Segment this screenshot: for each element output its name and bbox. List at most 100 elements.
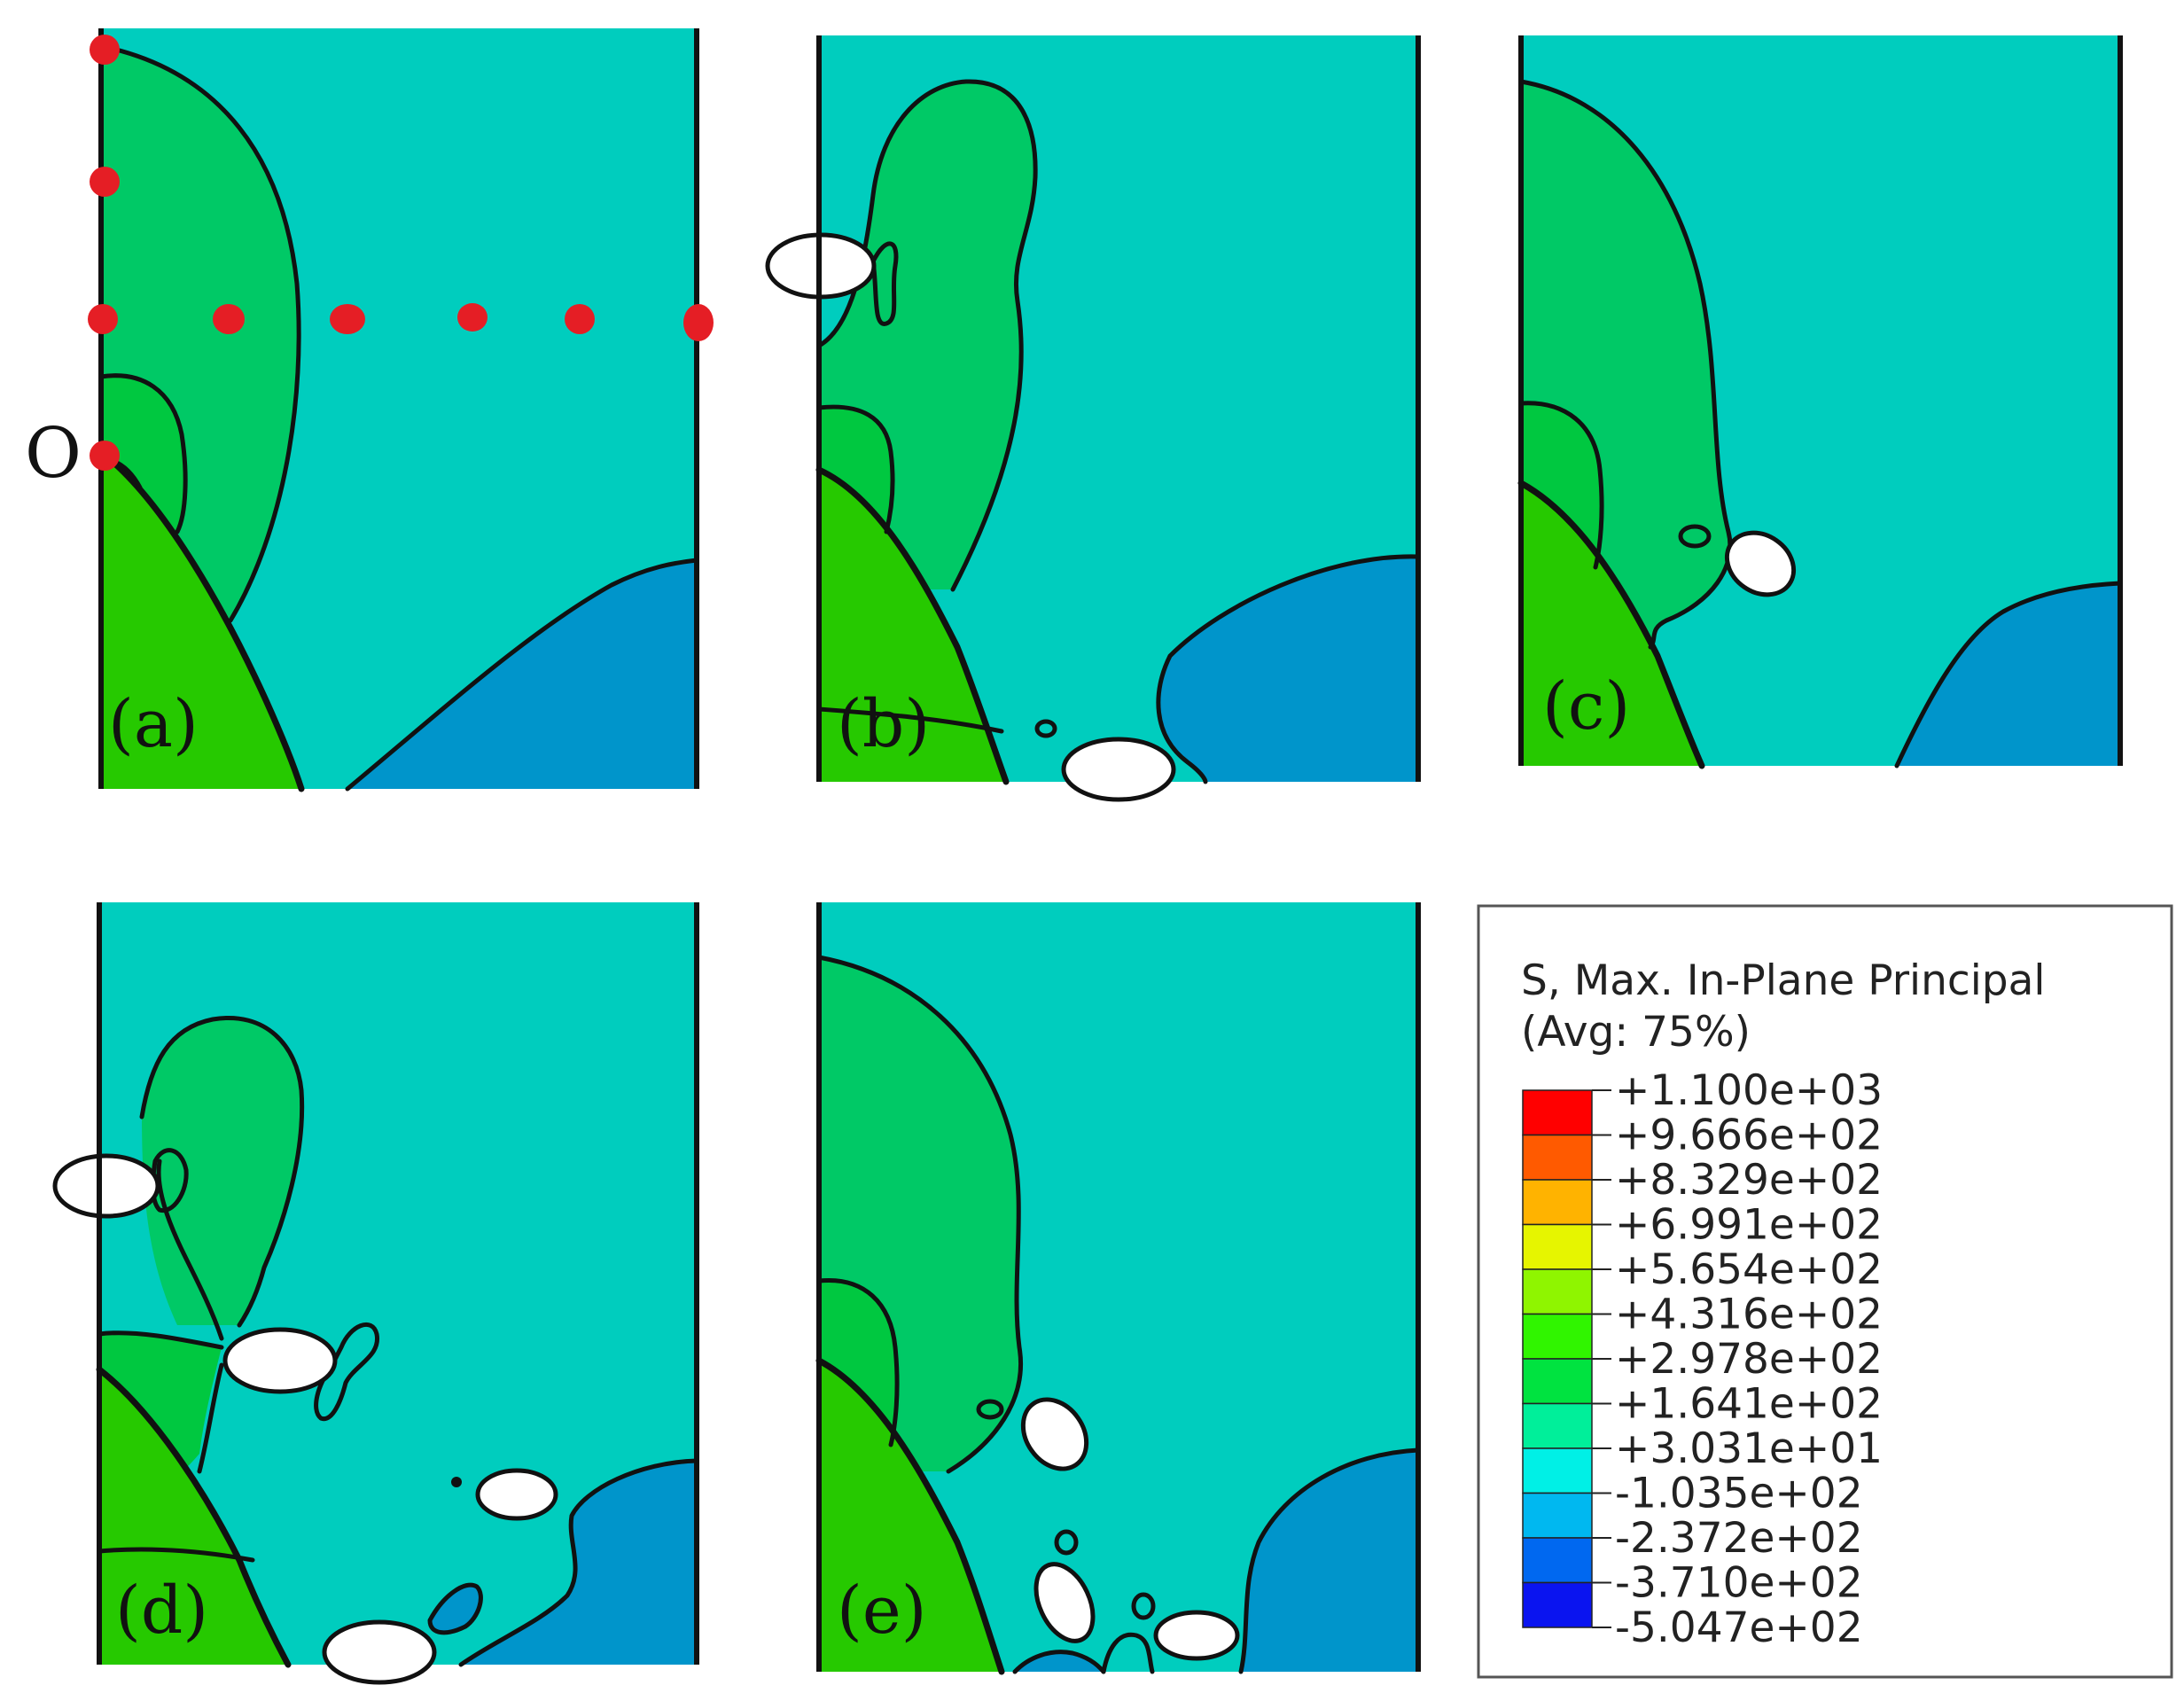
panel-e-void-b <box>1034 1562 1096 1643</box>
legend-band <box>1522 1179 1593 1226</box>
sample-point <box>565 304 595 334</box>
panel-e-contour-blue <box>1238 1447 1421 1674</box>
legend-value-label: -2.372e+02 <box>1615 1514 1863 1563</box>
legend-band <box>1522 1313 1593 1360</box>
legend-value-label: +1.100e+03 <box>1615 1066 1883 1115</box>
panel-e-small-island-b <box>1054 1529 1079 1556</box>
legend-band <box>1522 1402 1593 1449</box>
panel-a-contour-blue <box>345 558 699 792</box>
panel-a-bright-green-region <box>101 452 301 789</box>
legend-value-labels: +1.100e+03+9.666e+02+8.329e+02+6.991e+02… <box>1592 1066 1883 1652</box>
legend: S, Max. In-Plane Principal (Avg: 75%) +1… <box>1477 904 2173 1679</box>
panel-b-blue-region <box>1158 556 1418 782</box>
panel-e-bright-green-region <box>819 1361 1002 1672</box>
panel-d: (d) <box>52 902 699 1685</box>
legend-value-label: -5.047e+02 <box>1615 1603 1863 1652</box>
panel-label-a: (a) <box>108 686 199 762</box>
panel-b-small-island <box>1034 719 1057 738</box>
panel-d-blue-blob <box>430 1585 481 1633</box>
panel-d-contour-side-lobe <box>314 1322 379 1422</box>
legend-band <box>1522 1537 1593 1584</box>
panel-e-blue-region <box>1241 1450 1418 1672</box>
panel-d-contour-arc <box>96 1366 292 1668</box>
legend-value-label: -3.710e+02 <box>1615 1559 1863 1608</box>
panel-e-void-a <box>1020 1397 1089 1471</box>
sample-point <box>683 304 714 341</box>
legend-band <box>1522 1492 1593 1539</box>
panel-d-contour-blob <box>427 1582 483 1635</box>
legend-value-label: +6.991e+02 <box>1615 1201 1883 1250</box>
panel-e-contour-inner <box>816 1277 900 1447</box>
sample-point <box>88 304 118 334</box>
legend-box <box>1477 904 2173 1679</box>
panel-c-contour-blue <box>1894 581 2123 768</box>
panel-b-contour-hole-lobe <box>870 241 899 326</box>
panel-c-small-island <box>1678 524 1712 549</box>
panel-d-contour-inner-b <box>97 1330 224 1350</box>
panel-c-blue-region <box>1897 583 2120 766</box>
panel-e-contour-bottom <box>1012 1650 1106 1674</box>
legend-value-label: +9.666e+02 <box>1615 1112 1883 1160</box>
panel-d-speck <box>451 1477 462 1487</box>
legend-value-label: +4.316e+02 <box>1615 1291 1883 1339</box>
panel-label-e: (e) <box>837 1572 927 1649</box>
legend-value-label: -1.035e+02 <box>1615 1470 1863 1518</box>
panel-e-contour-outer <box>816 955 1023 1474</box>
origin-label: O <box>25 414 82 494</box>
panel-a-contour-arc <box>98 449 305 792</box>
panel-d-contour-outer <box>139 1016 305 1328</box>
panel-d-blue-region <box>461 1461 697 1665</box>
panel-a: O (a) <box>25 28 714 792</box>
legend-band <box>1522 1447 1593 1494</box>
panel-a-contour-outer <box>98 43 301 623</box>
legend-value-label: +3.031e+01 <box>1615 1424 1883 1473</box>
sample-point <box>330 304 365 334</box>
sample-point <box>457 303 488 332</box>
panel-d-bright-green-region <box>99 1369 288 1665</box>
panel-b-contour-band <box>816 706 1004 734</box>
legend-band <box>1522 1268 1593 1315</box>
panel-e-void-c <box>1153 1610 1240 1661</box>
legend-value-label: +1.641e+02 <box>1615 1380 1883 1429</box>
sample-point <box>90 35 120 65</box>
panel-b-contour-blue <box>1156 554 1421 784</box>
legend-title-line2: (Avg: 75%) <box>1521 1008 1751 1057</box>
panel-c-contour-inner <box>1518 401 1604 570</box>
legend-title-line1: S, Max. In-Plane Principal <box>1521 956 2046 1005</box>
sample-point <box>90 441 120 471</box>
legend-band <box>1522 1358 1593 1405</box>
panel-c: (c) <box>1517 35 2123 769</box>
panel-label-d: (d) <box>115 1572 208 1649</box>
panel-e-small-island <box>976 1399 1004 1420</box>
legend-color-bands <box>1522 1089 1593 1628</box>
legend-band <box>1522 1223 1593 1270</box>
panel-c-contour-arc <box>1517 480 1705 769</box>
panel-c-contour-outer <box>1518 79 1733 650</box>
legend-band <box>1522 1089 1593 1136</box>
sample-point <box>213 304 245 334</box>
panel-a-sample-points <box>88 35 714 471</box>
legend-band <box>1522 1134 1593 1181</box>
panel-label-b: (b) <box>837 686 930 762</box>
panel-d-contour-inner-c <box>197 1362 224 1474</box>
panel-d-void-bottom <box>322 1619 437 1685</box>
panel-d-void-left <box>52 1153 160 1219</box>
panel-e-small-island-c <box>1131 1592 1156 1620</box>
panel-e-contour-arc <box>815 1357 1005 1675</box>
panel-e: (e) <box>815 902 1421 1675</box>
panel-e-contour-bottom-b <box>1101 1632 1155 1674</box>
legend-band <box>1522 1581 1593 1628</box>
panel-d-void-right <box>475 1468 558 1521</box>
panel-b-bright-green-region <box>819 470 1006 782</box>
panel-c-bright-green-region <box>1521 483 1702 766</box>
panel-a-contour-inner <box>98 373 188 534</box>
panel-b-void-bottom <box>1061 737 1176 802</box>
sample-point <box>90 167 120 197</box>
panel-b: (b) <box>765 35 1421 802</box>
panel-c-void <box>1724 530 1797 597</box>
panel-a-blue-region <box>347 560 697 789</box>
legend-value-label: +2.978e+02 <box>1615 1335 1883 1384</box>
panel-d-void-middle <box>222 1327 338 1394</box>
legend-value-label: +8.329e+02 <box>1615 1156 1883 1205</box>
